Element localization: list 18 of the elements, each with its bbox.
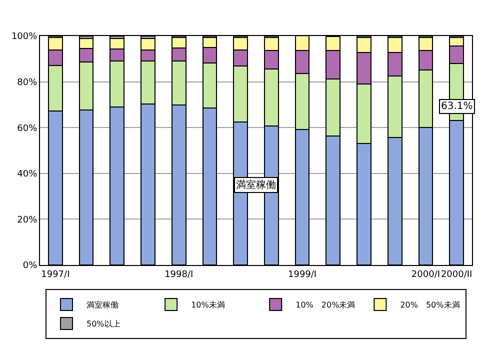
x-tick-label: 2000/I — [411, 270, 440, 280]
y-tick-label: 0% — [22, 261, 38, 272]
y-tick-label: 100% — [11, 32, 38, 42]
y-tick-label: 20% — [17, 215, 38, 226]
legend-label: 50%以上 — [86, 320, 120, 329]
y-tick-label: 80% — [17, 78, 38, 88]
x-tick-label: 1997/I — [41, 270, 70, 280]
x-tick-label: 2000/II — [440, 270, 472, 280]
legend-label: 10%未満 — [191, 300, 225, 310]
legend-label: 20% 50%未満 — [400, 300, 460, 310]
annotation: 満室稼働 — [236, 179, 276, 191]
legend-label: 10% 20%未満 — [296, 300, 356, 310]
x-tick-label: 1999/I — [288, 270, 317, 280]
y-tick-label: 40% — [17, 170, 38, 180]
legend-label: 満室稼働 — [86, 300, 118, 310]
y-tick-label: 60% — [17, 124, 38, 134]
data-label: 63.1% — [441, 101, 473, 112]
x-tick-label: 1998/I — [164, 270, 194, 280]
